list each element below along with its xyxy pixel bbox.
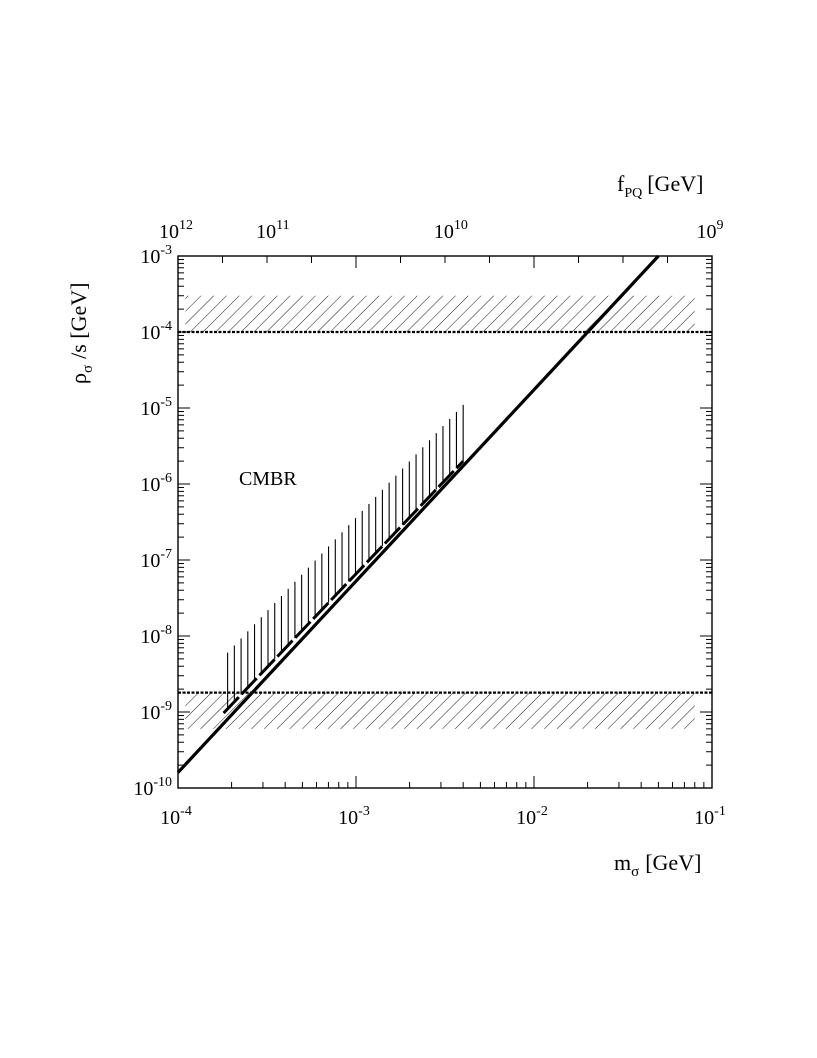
y-tick-label: 10-6	[140, 471, 172, 496]
top-axis-title-sub: PQ	[624, 186, 642, 201]
axis-ticks	[177, 255, 713, 789]
x-tick-label: 10-4	[160, 804, 192, 829]
top-tick-label: 109	[697, 218, 724, 243]
upper-exclusion-band	[185, 295, 695, 332]
lower-exclusion-band	[185, 692, 695, 729]
y-tick-label: 10-10	[133, 775, 172, 800]
y-tick-label: 10-9	[140, 699, 172, 724]
x-axis-title-main: m	[614, 850, 631, 875]
top-axis-title-main: f	[617, 171, 625, 196]
x-tick-label: 10-3	[338, 804, 370, 829]
x-axis-title: mσ [GeV]	[614, 850, 701, 880]
top-axis-title: fPQ [GeV]	[617, 171, 703, 201]
top-tick-label: 1011	[256, 218, 289, 243]
y-axis-title-main: ρ	[66, 373, 91, 384]
cmbr-label: CMBR	[239, 468, 297, 490]
y-axis-title-sub: σ	[80, 365, 96, 373]
y-tick-label: 10-3	[140, 243, 172, 268]
x-tick-labels: 10-4 10-3 10-2 10-1	[160, 804, 726, 829]
x-tick-label: 10-2	[516, 804, 548, 829]
x-axis-title-sub: σ	[631, 864, 639, 880]
top-tick-label: 1010	[434, 218, 468, 243]
y-tick-label: 10-4	[140, 319, 172, 344]
top-axis-title-unit: [GeV]	[647, 171, 703, 196]
cmbr-boundary-line	[222, 460, 465, 715]
y-axis-title-unit: /s [GeV]	[66, 283, 91, 359]
main-relation-line	[176, 254, 660, 774]
x-axis-title-unit: [GeV]	[645, 850, 701, 875]
x-tick-label: 10-1	[694, 804, 726, 829]
y-tick-labels: 10-10 10-9 10-8 10-7 10-6 10-5 10-4 10-3	[133, 243, 172, 800]
top-tick-label: 1012	[159, 218, 193, 243]
y-axis-title: ρσ/s [GeV]	[66, 283, 96, 384]
top-tick-labels: 1012 1011 1010 109	[159, 218, 724, 243]
y-tick-label: 10-8	[140, 623, 172, 648]
cmbr-region	[222, 404, 465, 715]
y-tick-label: 10-5	[140, 395, 172, 420]
y-tick-label: 10-7	[140, 547, 172, 572]
